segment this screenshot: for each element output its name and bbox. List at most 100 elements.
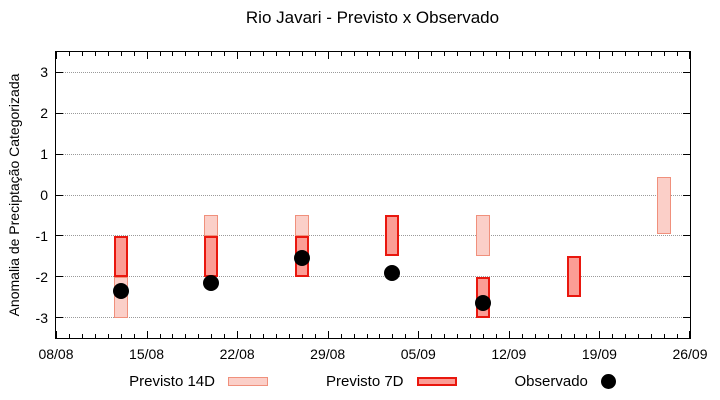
x-tick-major — [689, 331, 690, 338]
x-tick-major — [418, 331, 420, 338]
y-gridline — [56, 112, 690, 114]
x-tick-minor — [314, 334, 316, 338]
previsto-14d-swatch — [227, 377, 268, 386]
x-tick-minor — [457, 334, 459, 338]
x-tick-minor — [651, 334, 653, 338]
x-tick-minor-top — [159, 52, 161, 56]
y-tick-left — [56, 112, 63, 114]
x-tick-minor-top — [185, 52, 187, 56]
x-tick-minor — [94, 334, 96, 338]
x-tick-minor-top — [495, 52, 497, 56]
y-tick-label: 2 — [40, 105, 48, 122]
y-tick-label: -1 — [35, 227, 48, 244]
x-tick-minor — [340, 334, 342, 338]
x-tick-minor — [81, 334, 83, 338]
y-tick-label: 3 — [40, 64, 48, 81]
x-tick-minor — [573, 334, 575, 338]
y-gridline — [56, 153, 690, 155]
x-tick-label: 15/08 — [129, 346, 165, 362]
x-tick-minor — [612, 334, 614, 338]
x-tick-minor-top — [405, 52, 407, 56]
x-tick-minor-top — [457, 52, 459, 56]
y-tick-label: 0 — [40, 187, 48, 203]
x-tick-minor-top — [470, 52, 472, 56]
x-tick-minor — [560, 334, 562, 338]
x-tick-minor — [444, 334, 446, 338]
y-gridline — [56, 194, 690, 196]
bar-previsto-14d — [204, 215, 219, 236]
x-tick-minor — [625, 334, 627, 338]
x-tick-minor — [495, 334, 497, 338]
y-tick-right — [683, 235, 690, 237]
x-tick-minor-top — [263, 52, 265, 56]
x-tick-minor — [288, 334, 290, 338]
x-tick-minor — [366, 334, 368, 338]
plot-area: 3 2 1 0 -1 -2 -3 08/08 15/08 22/08 29/08 05/09 12/09… — [36, 51, 708, 361]
x-tick-minor-top — [353, 52, 355, 56]
x-tick-minor — [405, 334, 407, 338]
bar-previsto-14d — [657, 176, 672, 234]
observado-dot — [112, 283, 129, 299]
x-tick-minor-top — [94, 52, 96, 56]
x-tick-minor — [211, 334, 213, 338]
legend: Previsto 14D Previsto 7D Observado — [55, 373, 690, 390]
x-tick-minor-top — [275, 52, 277, 56]
observado-swatch-dot — [600, 374, 616, 389]
x-tick-major-top — [508, 52, 510, 59]
x-tick-major — [508, 331, 510, 338]
x-tick-major-top — [689, 52, 690, 59]
y-tick-left — [56, 153, 63, 155]
x-tick-minor-top — [664, 52, 666, 56]
x-tick-major-top — [146, 52, 148, 59]
x-tick-minor-top — [133, 52, 135, 56]
x-tick-minor-top — [288, 52, 290, 56]
bar-previsto-7d — [566, 256, 581, 298]
x-tick-major — [146, 331, 148, 338]
x-tick-minor-top — [534, 52, 536, 56]
y-gridline — [56, 317, 690, 319]
legend-item-observado: Observado — [515, 373, 616, 390]
x-tick-label: 08/08 — [38, 346, 74, 362]
x-tick-minor — [301, 334, 303, 338]
x-tick-minor-top — [444, 52, 446, 56]
y-tick-label: -2 — [35, 268, 48, 285]
x-tick-major — [56, 331, 57, 338]
x-tick-label: 12/09 — [491, 346, 527, 362]
x-tick-minor-top — [224, 52, 226, 56]
y-tick-right — [683, 71, 690, 73]
x-tick-minor-top — [81, 52, 83, 56]
x-tick-minor-top — [560, 52, 562, 56]
x-tick-minor — [638, 334, 640, 338]
x-tick-minor — [677, 334, 679, 338]
x-tick-major-top — [327, 52, 329, 59]
x-tick-minor — [470, 334, 472, 338]
x-tick-minor — [547, 334, 549, 338]
y-gridline — [56, 235, 690, 237]
x-tick-minor-top — [677, 52, 679, 56]
y-tick-right — [683, 276, 690, 278]
x-tick-minor — [521, 334, 523, 338]
x-tick-minor — [482, 334, 484, 338]
legend-item-previsto-7d: Previsto 7D — [326, 373, 457, 390]
x-tick-major-top — [56, 52, 57, 59]
x-tick-minor — [68, 334, 70, 338]
x-tick-minor — [250, 334, 252, 338]
legend-label-observado: Observado — [514, 373, 588, 390]
legend-label-previsto-7d: Previsto 7D — [325, 373, 404, 390]
x-tick-minor — [172, 334, 174, 338]
bar-previsto-7d — [204, 235, 219, 277]
x-tick-minor — [379, 334, 381, 338]
x-tick-minor-top — [482, 52, 484, 56]
y-tick-right — [683, 112, 690, 114]
x-tick-minor-top — [612, 52, 614, 56]
x-tick-minor-top — [120, 52, 122, 56]
x-tick-minor-top — [573, 52, 575, 56]
x-tick-minor-top — [301, 52, 303, 56]
x-tick-minor — [664, 334, 666, 338]
x-tick-minor — [107, 334, 109, 338]
y-tick-label: -3 — [35, 309, 48, 326]
x-tick-major-top — [237, 52, 239, 59]
observado-dot — [384, 264, 401, 281]
x-tick-label: 22/08 — [219, 346, 255, 362]
